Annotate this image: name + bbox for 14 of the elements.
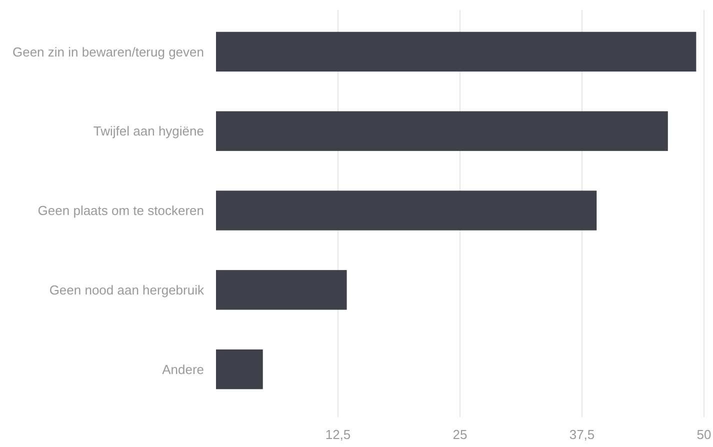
bar (216, 111, 668, 151)
x-tick-label: 37,5 (569, 427, 595, 442)
x-tick-label: 12,5 (325, 427, 351, 442)
y-tick-label: Geen zin in bewaren/terug geven (12, 44, 204, 60)
bar (216, 190, 597, 230)
x-tick-label: 25 (452, 427, 468, 442)
y-tick-label: Twijfel aan hygiëne (93, 124, 204, 139)
y-tick-label: Geen nood aan hergebruik (49, 282, 204, 298)
bar (216, 32, 696, 72)
bar (216, 270, 347, 310)
bar (216, 349, 263, 390)
x-tick-label: 50 (696, 427, 712, 442)
y-tick-label: Andere (162, 362, 204, 377)
y-tick-label: Geen plaats om te stockeren (38, 203, 204, 218)
